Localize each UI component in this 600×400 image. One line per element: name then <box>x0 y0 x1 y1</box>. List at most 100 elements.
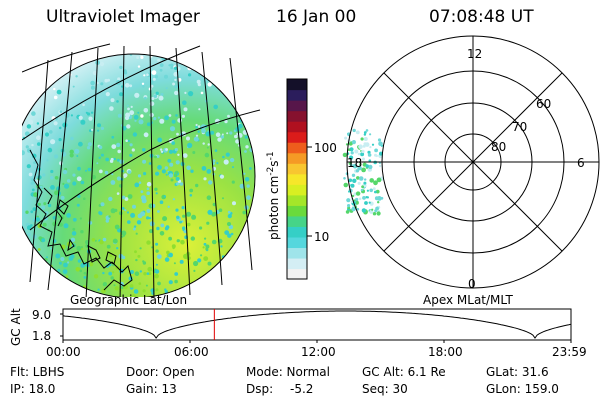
speckle <box>203 256 209 261</box>
colorbar-segment <box>287 184 307 196</box>
speckle <box>169 126 176 132</box>
speckle <box>193 136 199 142</box>
speckle <box>76 176 82 182</box>
polar-speckle <box>357 165 362 171</box>
timeline-tick-label-4: 23:59 <box>552 345 587 359</box>
polar-speckle <box>368 201 371 204</box>
colorbar-segment <box>287 194 307 206</box>
polar-speckle <box>375 189 380 194</box>
speckle <box>155 263 158 266</box>
speckle <box>133 114 139 120</box>
speckle <box>242 210 247 215</box>
polar-speckle <box>371 208 374 211</box>
speckle <box>146 216 150 220</box>
speckle <box>215 132 221 137</box>
speckle <box>231 180 235 184</box>
speckle <box>127 194 133 199</box>
speckle <box>165 148 169 151</box>
polar-speckle <box>363 137 368 141</box>
speckle <box>62 269 68 274</box>
speckle <box>58 126 62 130</box>
info-ip: IP: 18.0 <box>10 382 56 396</box>
speckle <box>136 220 142 225</box>
speckle <box>66 213 71 218</box>
speckle <box>207 82 212 87</box>
mlat-label-70: 70 <box>512 120 528 134</box>
speckle <box>113 157 116 161</box>
speckle <box>85 111 88 114</box>
speckle <box>137 65 141 68</box>
speckle <box>195 134 199 137</box>
colorbar-segment <box>287 152 307 164</box>
speckle <box>111 173 114 176</box>
speckle <box>159 68 163 72</box>
speckle <box>110 180 116 185</box>
polar-speckle <box>352 179 356 183</box>
speckle <box>168 114 172 117</box>
speckle <box>168 252 174 258</box>
speckle <box>19 217 21 219</box>
speckle <box>54 190 59 196</box>
speckle <box>70 254 75 259</box>
geo-panel-label: Geographic Lat/Lon <box>70 293 188 307</box>
mlat-label-60: 60 <box>536 97 552 111</box>
speckle <box>170 178 174 182</box>
polar-speckle <box>374 209 378 213</box>
polar-speckle <box>367 153 372 157</box>
speckle <box>104 170 109 175</box>
speckle <box>146 240 151 245</box>
speckle <box>37 142 41 146</box>
speckle <box>146 73 149 76</box>
colorbar-segment <box>287 163 307 175</box>
polar-speckle <box>372 212 377 216</box>
polar-speckle <box>377 201 380 204</box>
speckle <box>246 195 251 200</box>
speckle <box>223 159 229 165</box>
speckle <box>47 203 52 208</box>
speckle <box>102 237 107 242</box>
polar-speckle <box>350 183 355 188</box>
speckle <box>226 132 229 135</box>
speckle <box>174 66 178 70</box>
speckle <box>176 182 180 186</box>
speckle <box>203 177 207 181</box>
speckle <box>134 92 140 98</box>
speckle <box>88 116 93 121</box>
speckle <box>31 143 34 147</box>
speckle <box>134 250 137 254</box>
speckle <box>190 169 194 173</box>
speckle <box>41 238 46 243</box>
speckle <box>174 90 179 96</box>
speckle <box>130 105 133 108</box>
speckle <box>138 181 142 184</box>
speckle <box>114 286 120 291</box>
polar-speckle <box>359 163 362 166</box>
speckle <box>35 217 40 222</box>
speckle <box>96 81 99 85</box>
speckle <box>220 245 223 248</box>
speckle <box>196 79 201 84</box>
speckle <box>159 148 163 151</box>
speckle <box>17 207 21 211</box>
speckle <box>58 222 63 227</box>
speckle <box>177 153 180 156</box>
speckle <box>42 222 47 227</box>
speckle <box>168 149 174 154</box>
speckle <box>221 133 224 136</box>
speckle <box>225 152 230 157</box>
speckle <box>182 153 188 159</box>
speckle <box>181 206 185 210</box>
polar-speckle <box>373 180 378 186</box>
speckle <box>162 216 168 222</box>
speckle <box>144 96 147 100</box>
polar-speckle <box>347 204 351 208</box>
polar-speckle <box>363 181 367 185</box>
speckle <box>17 180 22 185</box>
speckle <box>220 135 225 139</box>
polar-speckle <box>375 154 378 158</box>
speckle <box>26 164 31 169</box>
speckle <box>224 230 230 236</box>
speckle <box>161 169 166 174</box>
speckle <box>53 95 58 100</box>
instrument-title: Ultraviolet Imager <box>46 7 200 27</box>
